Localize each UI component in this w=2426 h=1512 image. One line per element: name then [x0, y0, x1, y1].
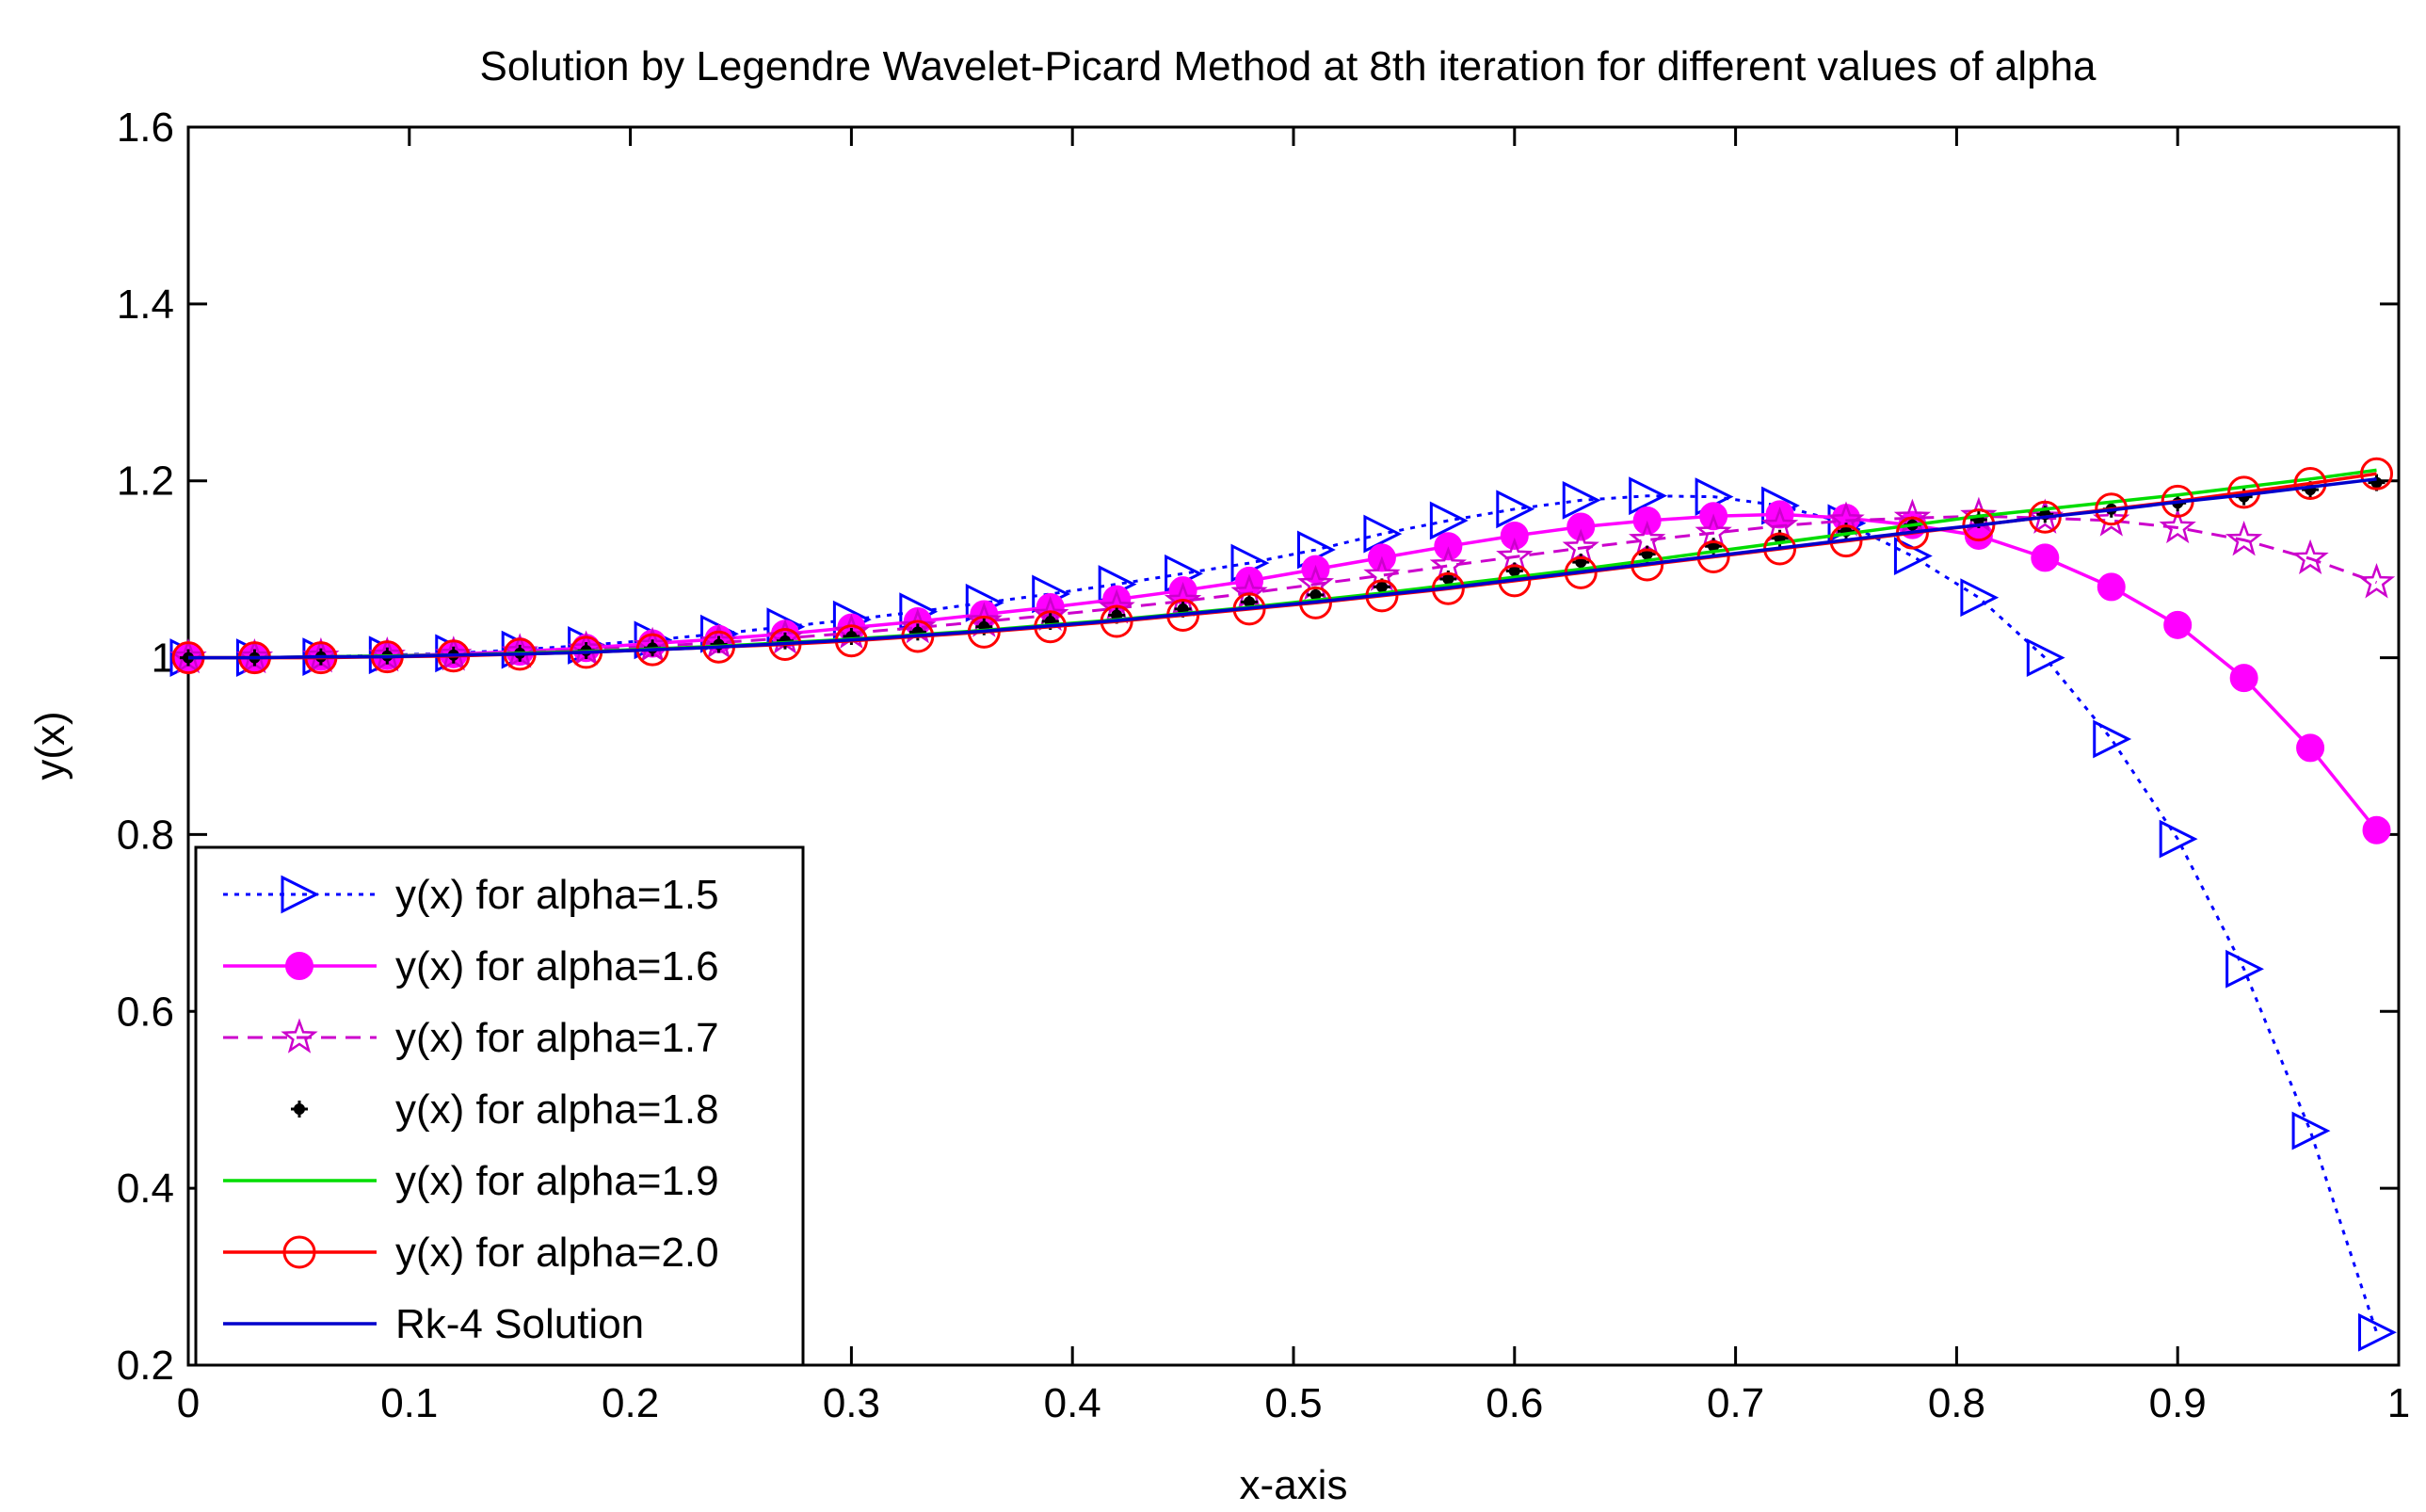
legend-marker — [281, 875, 320, 914]
x-tick-label: 0.7 — [1707, 1380, 1764, 1426]
x-tick-label: 0.2 — [602, 1380, 659, 1426]
x-tick-label: 0 — [177, 1380, 200, 1426]
data-point — [1363, 514, 1403, 554]
x-tick-label: 0.9 — [2149, 1380, 2207, 1426]
series-line — [188, 477, 2377, 660]
series-line — [188, 494, 2378, 1333]
data-point — [2093, 719, 2132, 759]
legend-marker — [281, 1018, 318, 1054]
data-point — [2026, 498, 2064, 534]
data-point — [1562, 480, 1601, 520]
y-tick-label: 1.6 — [117, 105, 174, 151]
x-tick-label: 1 — [2387, 1380, 2410, 1426]
legend-label: y(x) for alpha=1.8 — [395, 1086, 719, 1133]
legend-label: Rk-4 Solution — [395, 1301, 644, 1347]
y-tick-label: 1.2 — [117, 458, 174, 505]
data-point — [2229, 664, 2258, 693]
legend-entry: y(x) for alpha=1.7 — [223, 1015, 719, 1061]
data-point — [1765, 500, 1794, 529]
x-tick-label: 0.8 — [1928, 1380, 1985, 1426]
data-point — [1434, 532, 1463, 561]
legend-marker — [285, 952, 313, 980]
y-axis-label: y(x) — [27, 711, 73, 780]
data-point — [1500, 521, 1529, 550]
data-point — [2358, 1312, 2397, 1352]
data-point — [2362, 815, 2391, 844]
data-point — [1566, 512, 1596, 541]
data-point — [2163, 610, 2193, 639]
legend-entry: Rk-4 Solution — [223, 1301, 644, 1347]
series-line — [188, 512, 2378, 831]
data-point — [2360, 457, 2394, 491]
y-tick-label: 0.6 — [117, 989, 174, 1035]
series-6 — [188, 477, 2377, 660]
data-point — [1629, 476, 1668, 516]
x-tick-label: 0.6 — [1486, 1380, 1543, 1426]
data-point — [2296, 733, 2325, 763]
data-point — [1960, 578, 2000, 618]
data-point — [2225, 949, 2264, 989]
x-tick-label: 0.4 — [1044, 1380, 1101, 1426]
data-point — [1429, 501, 1469, 540]
data-point — [2291, 1111, 2331, 1150]
x-tick-label: 0.3 — [823, 1380, 880, 1426]
data-point — [2097, 572, 2126, 602]
y-tick-label: 0.4 — [117, 1166, 174, 1212]
data-point — [1235, 566, 1264, 595]
legend-label: y(x) for alpha=1.5 — [395, 872, 719, 918]
data-point — [2225, 520, 2263, 556]
legend-label: y(x) for alpha=1.6 — [395, 943, 719, 989]
x-tick-label: 0.1 — [380, 1380, 438, 1426]
legend: y(x) for alpha=1.5 y(x) for alpha=1.6 y(x)… — [194, 845, 805, 1367]
series-layer — [169, 457, 2397, 1352]
data-point — [2159, 819, 2198, 859]
data-point — [2026, 638, 2065, 677]
data-point — [2031, 543, 2060, 572]
legend-entry: y(x) for alpha=1.8 — [291, 1086, 719, 1133]
x-axis-label: x-axis — [1240, 1462, 1348, 1508]
data-point — [2293, 467, 2327, 501]
legend-entry: y(x) for alpha=2.0 — [223, 1230, 719, 1276]
data-point — [2159, 507, 2196, 544]
legend-label: y(x) for alpha=1.7 — [395, 1015, 719, 1061]
legend-label: y(x) for alpha=1.9 — [395, 1158, 719, 1204]
y-tick-label: 0.2 — [117, 1343, 174, 1389]
data-point — [2357, 563, 2396, 599]
data-point — [2093, 501, 2130, 537]
data-point — [2291, 539, 2329, 575]
y-tick-label: 1.4 — [117, 281, 174, 328]
legend-label: y(x) for alpha=2.0 — [395, 1230, 719, 1276]
legend-entry: y(x) for alpha=1.9 — [223, 1158, 719, 1204]
data-point — [1496, 490, 1535, 529]
x-axis-ticks: 0 0.1 0.2 0.3 0.4 0.5 0.6 0.7 0.8 0.9 1 — [177, 127, 2410, 1426]
legend-entry: y(x) for alpha=1.5 — [223, 872, 719, 918]
legend-marker — [282, 1235, 316, 1269]
y-tick-label: 0.8 — [117, 812, 174, 858]
x-tick-label: 0.5 — [1264, 1380, 1322, 1426]
legend-entry: y(x) for alpha=1.6 — [223, 943, 719, 989]
chart-title: Solution by Legendre Wavelet-Picard Meth… — [479, 43, 2097, 89]
